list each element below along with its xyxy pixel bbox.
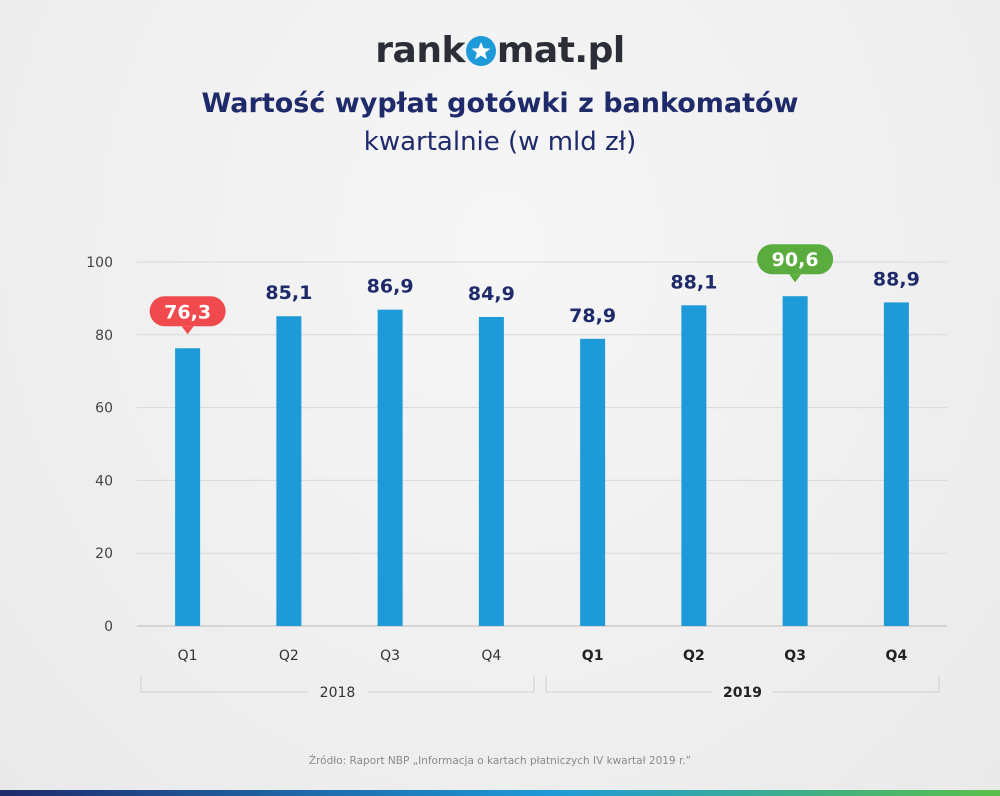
star-icon	[465, 36, 496, 66]
data-label: 90,6	[772, 249, 819, 271]
bar-chart: 0 20 40 60 80 100 Q1 76,3 Q2 85,1 Q3 86,9 Q4 84,9 Q1 78…	[86, 244, 947, 701]
bar	[782, 296, 808, 626]
data-label: 86,9	[367, 276, 414, 298]
chart-title: Wartość wypłat gotówki z bankomatów	[201, 88, 799, 119]
y-tick-label: 20	[95, 546, 113, 562]
group-label-bg	[712, 686, 773, 698]
data-label: 88,1	[670, 271, 717, 293]
bottom-color-bar	[0, 790, 1000, 796]
x-tick-label: Q3	[784, 648, 806, 664]
x-tick-label: Q2	[683, 648, 705, 664]
badge-pointer	[181, 326, 194, 335]
x-tick-label: Q4	[886, 648, 908, 664]
y-tick-label: 0	[104, 619, 113, 635]
chart-subtitle: kwartalnie (w mld zł)	[363, 127, 637, 157]
x-tick-label: Q4	[481, 648, 501, 664]
value-badge	[757, 244, 834, 275]
badge-pointer	[789, 274, 802, 283]
source-note: Źródło: Raport NBP „Informacja o kartach…	[308, 755, 692, 767]
group-label: 2019	[723, 685, 762, 701]
y-tick-label: 60	[95, 401, 113, 417]
group-label-bg	[307, 686, 368, 698]
bar	[377, 309, 403, 626]
y-tick-label: 80	[95, 328, 113, 344]
bar	[580, 338, 606, 626]
x-tick-label: Q3	[380, 648, 400, 664]
bar	[883, 302, 909, 626]
bar	[681, 305, 707, 626]
x-tick-label: Q1	[582, 648, 604, 664]
data-label: 88,9	[873, 268, 920, 290]
y-tick-label: 100	[86, 255, 113, 271]
x-tick-label: Q2	[279, 648, 299, 664]
data-label: 84,9	[468, 283, 515, 305]
bar	[175, 348, 201, 626]
bar	[276, 316, 302, 626]
group-label: 2018	[320, 685, 356, 701]
value-badge	[149, 296, 226, 327]
data-label: 78,9	[569, 305, 616, 327]
data-label: 85,1	[265, 282, 312, 304]
x-tick-label: Q1	[178, 648, 198, 664]
data-label: 76,3	[164, 301, 211, 323]
bar	[478, 316, 504, 626]
rankomat-logo: rank mat.pl	[375, 30, 625, 71]
y-tick-label: 40	[95, 473, 113, 489]
